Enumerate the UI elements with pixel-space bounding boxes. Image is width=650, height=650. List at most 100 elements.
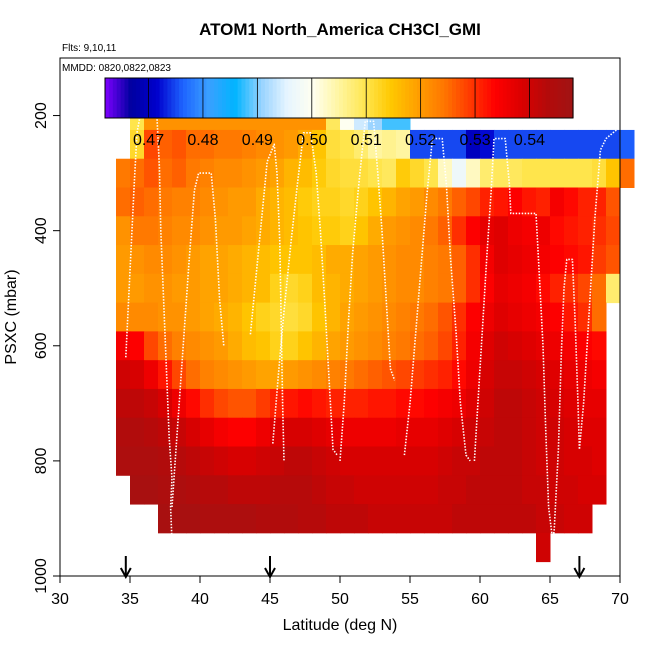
- colorbar-swatch: [471, 78, 477, 118]
- heatmap-cell: [368, 216, 383, 246]
- heatmap-cell: [480, 475, 495, 505]
- heatmap-cell: [256, 129, 271, 160]
- heatmap-cell: [340, 504, 355, 534]
- heatmap-cell: [200, 504, 215, 534]
- heatmap-cell: [424, 331, 439, 361]
- flights-label: Flts: 9,10,11: [62, 43, 117, 54]
- colorbar-swatch: [506, 78, 512, 118]
- heatmap-cell: [298, 129, 313, 160]
- heatmap-cell: [508, 129, 523, 160]
- x-tick-label: 45: [261, 591, 279, 608]
- heatmap-cell: [452, 245, 467, 275]
- heatmap-cell: [228, 504, 243, 534]
- colorbar-swatch: [491, 78, 496, 118]
- heatmap-cell: [424, 504, 439, 534]
- heatmap-cell: [522, 360, 537, 390]
- heatmap-cell: [284, 302, 299, 332]
- colorbar-swatch: [537, 78, 543, 118]
- heatmap-cell: [550, 504, 565, 534]
- colorbar-tick-label: 0.50: [296, 132, 327, 149]
- heatmap-cells: [116, 101, 635, 563]
- heatmap-cell: [508, 388, 523, 419]
- colorbar-swatch: [261, 78, 266, 118]
- heatmap-cell: [354, 446, 369, 476]
- heatmap-cell: [410, 331, 425, 361]
- heatmap-cell: [410, 158, 425, 188]
- colorbar-swatch: [222, 78, 227, 118]
- heatmap-cell: [144, 446, 159, 476]
- heatmap-cell: [354, 475, 369, 505]
- heatmap-cell: [550, 187, 565, 217]
- heatmap-cell: [228, 360, 243, 390]
- heatmap-cell: [578, 216, 593, 246]
- colorbar-swatch: [276, 78, 282, 118]
- x-tick-label: 65: [541, 591, 559, 608]
- heatmap-cell: [508, 446, 523, 476]
- heatmap-cell: [340, 216, 355, 246]
- heatmap-cell: [130, 331, 145, 361]
- heatmap-cell: [564, 158, 579, 188]
- heatmap-cell: [564, 331, 579, 361]
- heatmap-cell: [508, 216, 523, 246]
- heatmap-cell: [508, 360, 523, 390]
- heatmap-cell: [186, 504, 201, 534]
- heatmap-cell: [438, 475, 453, 505]
- heatmap-cell: [536, 187, 551, 217]
- heatmap-cell: [382, 273, 397, 304]
- heatmap-cell: [424, 245, 439, 275]
- heatmap-cell: [256, 388, 271, 419]
- heatmap-cell: [396, 446, 411, 476]
- colorbar-swatch: [108, 78, 114, 118]
- heatmap-cell: [116, 187, 131, 217]
- heatmap-cell: [564, 475, 579, 505]
- heatmap-cell: [298, 504, 313, 534]
- heatmap-cell: [578, 417, 593, 447]
- colorbar-swatch: [144, 78, 149, 118]
- heatmap-cell: [578, 245, 593, 275]
- heatmap-cell: [396, 129, 411, 160]
- heatmap-cell: [592, 302, 607, 332]
- y-tick-label: 200: [33, 102, 50, 129]
- colorbar-swatch: [459, 78, 465, 118]
- heatmap-cell: [228, 187, 243, 217]
- heatmap-cell: [340, 446, 355, 476]
- heatmap-cell: [382, 446, 397, 476]
- heatmap-cell: [550, 273, 565, 304]
- heatmap-cell: [466, 158, 481, 188]
- heatmap-cell: [424, 388, 439, 419]
- heatmap-cell: [228, 417, 243, 447]
- heatmap-cell: [144, 360, 159, 390]
- latitude-arrow: [573, 556, 586, 580]
- heatmap-cell: [284, 331, 299, 361]
- x-tick-label: 55: [401, 591, 419, 608]
- heatmap-cell: [452, 158, 467, 188]
- colorbar-swatch: [300, 78, 305, 118]
- heatmap-cell: [480, 360, 495, 390]
- heatmap-cell: [592, 446, 607, 476]
- heatmap-cell: [298, 302, 313, 332]
- heatmap-cell: [130, 129, 145, 160]
- heatmap-cell: [368, 360, 383, 390]
- heatmap-cell: [270, 475, 285, 505]
- heatmap-cell: [158, 245, 173, 275]
- heatmap-cell: [452, 475, 467, 505]
- heatmap-cell: [368, 446, 383, 476]
- heatmap-cell: [116, 417, 131, 447]
- colorbar-swatch: [530, 78, 535, 118]
- heatmap-cell: [200, 475, 215, 505]
- heatmap-cell: [228, 475, 243, 505]
- heatmap-cell: [256, 360, 271, 390]
- heatmap-cell: [172, 388, 187, 419]
- heatmap-cell: [200, 417, 215, 447]
- heatmap-cell: [116, 446, 131, 476]
- heatmap-cell: [536, 302, 551, 332]
- colorbar-tick-label: 0.53: [459, 132, 490, 149]
- heatmap-cell: [200, 129, 215, 160]
- heatmap-cell: [592, 187, 607, 217]
- heatmap-cell: [396, 388, 411, 419]
- heatmap-cell: [536, 417, 551, 447]
- heatmap-cell: [480, 216, 495, 246]
- colorbar-border: [104, 77, 574, 119]
- flight-path: [473, 126, 621, 543]
- heatmap-cell: [438, 331, 453, 361]
